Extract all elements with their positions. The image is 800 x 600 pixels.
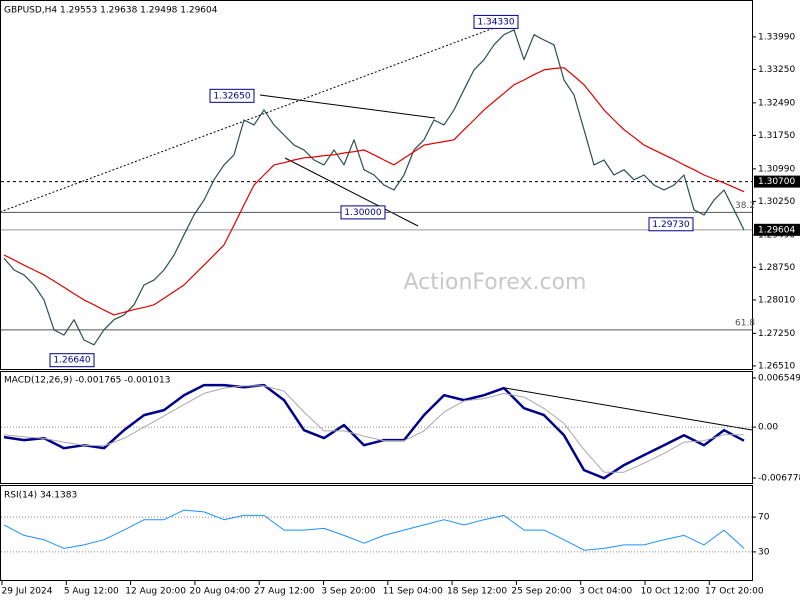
annotation-label: 1.29730 bbox=[652, 220, 689, 230]
rsi-panel bbox=[0, 485, 753, 581]
series-line bbox=[3, 29, 745, 346]
x-tick-label: 11 Sep 04:00 bbox=[383, 587, 443, 597]
x-tick-label: 25 Sep 20:00 bbox=[511, 587, 571, 597]
x-tick-label: 17 Oct 20:00 bbox=[705, 587, 764, 597]
macd-trend-line bbox=[504, 387, 753, 431]
y-tick-label: 1.28010 bbox=[758, 295, 795, 305]
y-tick-label: 0.006549 bbox=[758, 374, 800, 384]
y-tick-label: 1.33250 bbox=[758, 65, 795, 75]
annotation-label: 1.34330 bbox=[477, 17, 514, 27]
annotation-box bbox=[209, 88, 255, 103]
price-panel bbox=[0, 0, 753, 370]
x-tick-label: 18 Sep 12:00 bbox=[447, 587, 507, 597]
annotation-label: 1.30000 bbox=[344, 208, 381, 218]
y-tick-label: 1.30250 bbox=[758, 197, 795, 207]
series-line bbox=[3, 509, 745, 551]
y-tick-label: 1.31750 bbox=[758, 131, 795, 141]
annotation-label: 1.26640 bbox=[53, 356, 90, 366]
y-tick-label: 70 bbox=[758, 513, 770, 523]
x-tick-label: 5 Aug 12:00 bbox=[64, 587, 119, 597]
channel-line bbox=[0, 21, 511, 213]
y-tick-label: -0.006778 bbox=[758, 474, 800, 484]
y-tick-label: 1.32490 bbox=[758, 98, 795, 108]
price-label: 1.30700 bbox=[758, 177, 795, 187]
trend-line bbox=[284, 157, 419, 227]
annotation-box bbox=[340, 205, 386, 220]
y-tick-label: 1.27250 bbox=[758, 329, 795, 339]
macd-title: MACD(12,26,9) -0.001765 -0.001013 bbox=[4, 376, 170, 386]
annotation-box bbox=[648, 217, 694, 232]
series-line bbox=[3, 385, 744, 473]
watermark: ActionForex.com bbox=[404, 270, 587, 295]
price-label: 1.29604 bbox=[758, 225, 795, 235]
y-tick-label: 0.00 bbox=[758, 423, 778, 433]
price-label-box bbox=[754, 175, 800, 188]
y-tick-label: 1.30990 bbox=[758, 164, 795, 174]
annotation-box bbox=[473, 14, 519, 29]
series-line bbox=[3, 383, 745, 480]
rsi-title: RSI(14) 34.1383 bbox=[4, 491, 77, 501]
chart-title: GBPUSD,H4 1.29553 1.29638 1.29498 1.2960… bbox=[4, 6, 218, 16]
annotation-label: 1.32650 bbox=[213, 91, 250, 101]
x-tick-label: 29 Jul 2024 bbox=[2, 587, 53, 597]
y-tick-label: 30 bbox=[758, 547, 770, 557]
series-line bbox=[3, 67, 745, 316]
y-tick-label: 1.26510 bbox=[758, 361, 795, 371]
y-tick-label: 1.33990 bbox=[758, 32, 795, 42]
x-tick-label: 10 Oct 12:00 bbox=[641, 587, 700, 597]
x-tick-label: 20 Aug 04:00 bbox=[190, 587, 251, 597]
x-tick-label: 12 Aug 20:00 bbox=[125, 587, 186, 597]
annotation-box bbox=[49, 353, 95, 368]
x-tick-label: 3 Sep 20:00 bbox=[321, 587, 376, 597]
fib-label: 61.8 bbox=[735, 318, 755, 328]
y-tick-label: 1.28750 bbox=[758, 263, 795, 273]
x-tick-label: 3 Oct 04:00 bbox=[579, 587, 632, 597]
x-tick-label: 27 Aug 12:00 bbox=[254, 587, 315, 597]
trend-line bbox=[259, 94, 436, 119]
price-label-box bbox=[754, 223, 800, 236]
fib-label: 38.2 bbox=[735, 201, 755, 211]
